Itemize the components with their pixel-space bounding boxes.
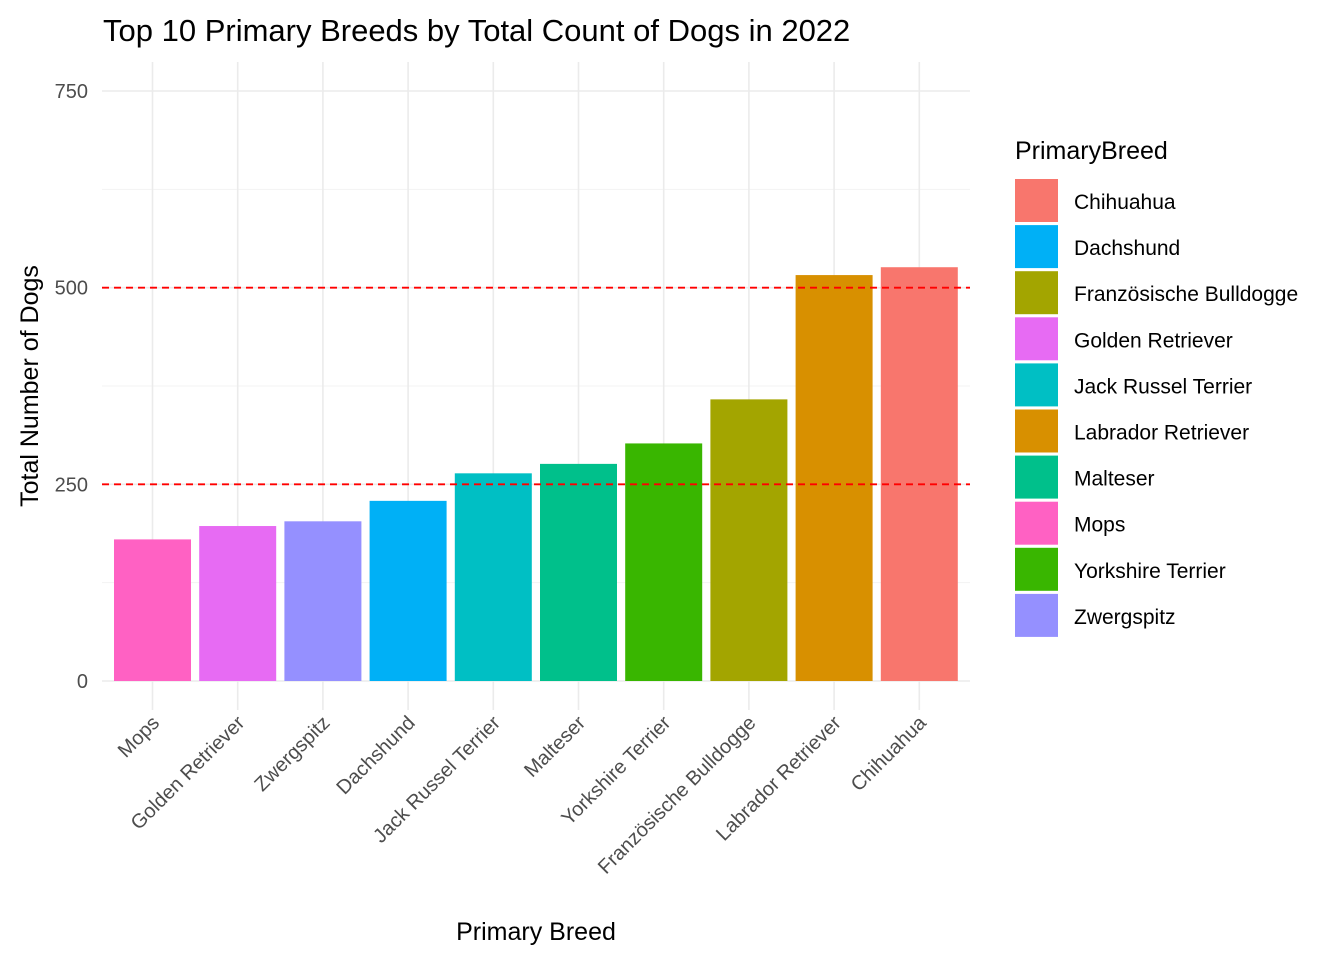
x-tick-label: Malteser: [520, 712, 590, 782]
bar-mops: [114, 539, 191, 681]
chart-title: Top 10 Primary Breeds by Total Count of …: [103, 13, 850, 48]
x-tick-label: Französische Bulldogge: [594, 712, 761, 879]
y-tick-label: 500: [55, 278, 88, 300]
legend-swatch: [1015, 225, 1058, 269]
legend-swatch: [1015, 547, 1058, 591]
bar-labrador-retriever: [795, 275, 873, 681]
legend-label: Dachshund: [1074, 237, 1180, 260]
bar-golden-retriever: [199, 526, 277, 681]
reference-lines: [102, 286, 970, 486]
x-axis-title: Primary Breed: [456, 918, 616, 946]
legend-swatch: [1015, 593, 1058, 637]
bar-chihuahua: [880, 267, 958, 681]
legend-swatch: [1015, 179, 1058, 222]
legend-label: Golden Retriever: [1074, 329, 1233, 352]
bars: [114, 267, 958, 681]
legend-swatch: [1015, 501, 1058, 545]
legend-swatch: [1015, 317, 1058, 361]
x-tick-label: Mops: [114, 712, 164, 762]
bar-dachshund: [369, 500, 447, 681]
bar-yorkshire-terrier: [625, 443, 703, 681]
legend-swatch: [1015, 409, 1058, 453]
legend-label: Jack Russel Terrier: [1074, 375, 1252, 398]
legend-label: Mops: [1074, 514, 1125, 537]
y-axis-title: Total Number of Dogs: [16, 265, 44, 507]
y-tick-label: 750: [55, 81, 88, 103]
legend-swatch: [1015, 363, 1058, 407]
legend-label: Zwergspitz: [1074, 606, 1176, 629]
y-axis-ticks: 0 250 500 750: [55, 81, 88, 693]
legend-label: Yorkshire Terrier: [1074, 560, 1226, 583]
y-tick-label: 0: [77, 671, 88, 693]
x-tick-label: Chihuahua: [847, 711, 932, 796]
legend-title: PrimaryBreed: [1015, 137, 1168, 165]
y-tick-label: 250: [55, 474, 88, 496]
bar-zwergspitz: [284, 521, 362, 681]
x-tick-label: Dachshund: [333, 712, 420, 799]
legend-items: Chihuahua Dachshund Französische Bulldogge…: [1015, 179, 1298, 637]
legend-swatch: [1015, 455, 1058, 499]
legend: PrimaryBreed Chihuahua Dachshund Französis…: [1015, 137, 1298, 637]
legend-label: Labrador Retriever: [1074, 422, 1249, 445]
bar-franz-sische-bulldogge: [710, 399, 788, 681]
legend-label: Chihuahua: [1074, 191, 1176, 214]
legend-label: Französische Bulldogge: [1074, 283, 1298, 306]
legend-label: Malteser: [1074, 468, 1155, 491]
x-tick-label: Zwergspitz: [250, 712, 334, 796]
legend-swatch: [1015, 271, 1058, 315]
bar-jack-russel-terrier: [454, 473, 532, 681]
bar-malteser: [540, 463, 617, 681]
